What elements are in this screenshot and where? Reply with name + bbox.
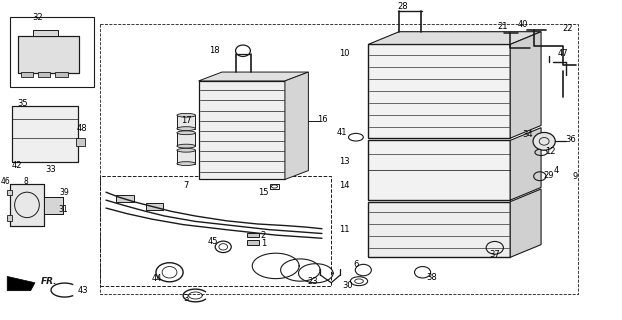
- Bar: [198, 81, 285, 180]
- Polygon shape: [368, 32, 541, 44]
- Bar: [177, 133, 195, 146]
- Polygon shape: [510, 189, 541, 257]
- Bar: [44, 197, 63, 214]
- Bar: [116, 195, 134, 202]
- Bar: [368, 44, 510, 138]
- Text: 18: 18: [208, 46, 220, 55]
- Text: 14: 14: [340, 181, 350, 190]
- Text: 45: 45: [208, 237, 218, 246]
- Text: 12: 12: [545, 147, 555, 156]
- Bar: [269, 184, 279, 189]
- Ellipse shape: [177, 131, 195, 135]
- Text: 30: 30: [343, 281, 353, 291]
- Text: FR.: FR.: [41, 277, 58, 286]
- Text: 17: 17: [181, 116, 192, 125]
- Text: 9: 9: [572, 172, 578, 181]
- Text: 28: 28: [397, 2, 407, 11]
- Ellipse shape: [177, 127, 195, 131]
- Text: 34: 34: [522, 131, 533, 140]
- Ellipse shape: [177, 113, 195, 117]
- Text: 6: 6: [353, 260, 359, 269]
- Text: 7: 7: [183, 181, 189, 190]
- Ellipse shape: [533, 132, 555, 150]
- Polygon shape: [510, 32, 541, 138]
- Text: 4: 4: [554, 166, 559, 175]
- Text: 42: 42: [11, 161, 22, 170]
- Bar: [17, 36, 80, 73]
- Bar: [247, 233, 259, 237]
- Polygon shape: [510, 128, 541, 200]
- Ellipse shape: [177, 148, 195, 152]
- Bar: [55, 72, 68, 77]
- Text: 46: 46: [1, 177, 11, 186]
- Bar: [177, 115, 195, 129]
- Bar: [247, 240, 259, 244]
- Bar: [12, 106, 78, 162]
- Bar: [7, 215, 12, 221]
- Text: 2: 2: [261, 231, 266, 240]
- Bar: [76, 138, 85, 146]
- Text: 37: 37: [490, 250, 500, 259]
- Text: 43: 43: [78, 285, 88, 295]
- Bar: [146, 203, 164, 210]
- Bar: [33, 30, 58, 36]
- Bar: [11, 17, 94, 87]
- Text: 13: 13: [340, 157, 350, 166]
- Bar: [12, 106, 78, 162]
- Bar: [17, 36, 80, 73]
- Text: 11: 11: [340, 225, 350, 234]
- Polygon shape: [198, 72, 309, 81]
- Text: 48: 48: [77, 124, 87, 133]
- Bar: [11, 184, 44, 226]
- Text: 32: 32: [33, 13, 44, 22]
- Bar: [11, 184, 44, 226]
- Text: 8: 8: [24, 177, 28, 186]
- Text: 16: 16: [317, 115, 328, 124]
- Bar: [368, 202, 510, 257]
- Ellipse shape: [177, 162, 195, 165]
- Text: 35: 35: [17, 99, 28, 108]
- Polygon shape: [285, 72, 309, 180]
- Text: 44: 44: [152, 274, 162, 283]
- Bar: [368, 140, 510, 200]
- Text: 39: 39: [60, 188, 70, 197]
- Text: 29: 29: [544, 171, 554, 180]
- Text: 47: 47: [557, 49, 568, 59]
- Bar: [44, 197, 63, 214]
- Text: 21: 21: [498, 22, 508, 31]
- Text: 38: 38: [426, 273, 437, 282]
- Text: 40: 40: [518, 20, 528, 29]
- Text: 41: 41: [337, 128, 348, 137]
- Bar: [100, 176, 332, 286]
- Ellipse shape: [177, 144, 195, 148]
- Bar: [38, 72, 50, 77]
- Text: 31: 31: [58, 205, 68, 214]
- Text: 22: 22: [562, 24, 573, 33]
- Text: 3: 3: [183, 294, 189, 303]
- Text: 10: 10: [340, 49, 350, 59]
- Text: 1: 1: [261, 239, 266, 248]
- Bar: [21, 72, 33, 77]
- Text: 33: 33: [45, 165, 56, 174]
- Bar: [7, 190, 12, 196]
- Bar: [177, 150, 195, 164]
- Text: 36: 36: [565, 135, 576, 144]
- Text: 23: 23: [307, 277, 318, 286]
- Polygon shape: [7, 276, 35, 291]
- Text: 15: 15: [258, 188, 269, 197]
